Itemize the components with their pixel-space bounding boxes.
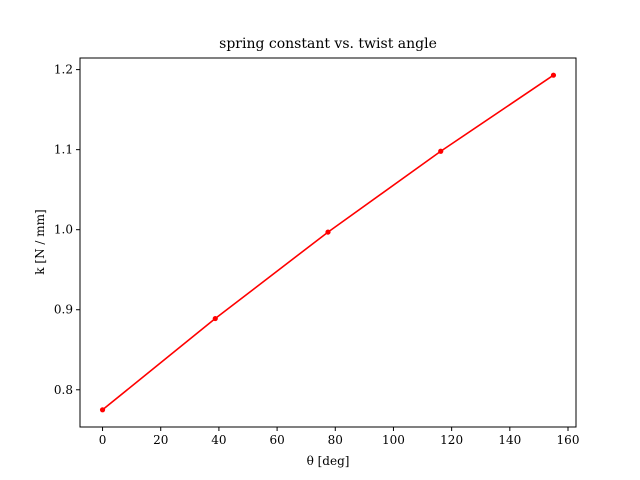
y-tick-label: 1.2 bbox=[54, 63, 73, 77]
y-tick-label: 0.9 bbox=[54, 303, 73, 317]
x-tick-label: 160 bbox=[557, 433, 580, 447]
chart-title: spring constant vs. twist angle bbox=[219, 36, 437, 52]
x-tick-label: 100 bbox=[382, 433, 405, 447]
data-point bbox=[212, 315, 218, 322]
x-tick-label: 120 bbox=[440, 433, 463, 447]
data-point bbox=[99, 407, 106, 413]
data-point bbox=[438, 148, 444, 154]
x-tick-label: 0 bbox=[99, 433, 107, 447]
x-tick-label: 80 bbox=[328, 433, 343, 447]
x-tick-label: 140 bbox=[498, 433, 521, 447]
y-axis: 0.8 0.9 1.0 1.1 1.2 bbox=[54, 63, 80, 397]
x-axis-title: θ [deg] bbox=[307, 454, 350, 468]
y-tick-label: 0.8 bbox=[54, 383, 73, 397]
plot-frame bbox=[79, 57, 577, 428]
data-point bbox=[550, 72, 557, 78]
x-tick-label: 40 bbox=[211, 433, 226, 447]
x-axis: 0 20 40 60 80 100 120 140 160 bbox=[99, 427, 580, 447]
y-axis-title: k [N / mm] bbox=[33, 209, 47, 274]
plot-area bbox=[99, 72, 557, 413]
series-line bbox=[102, 74, 554, 411]
x-tick-label: 60 bbox=[269, 433, 284, 447]
y-tick-label: 1.1 bbox=[54, 143, 73, 157]
y-tick-label: 1.0 bbox=[54, 223, 73, 237]
x-tick-label: 20 bbox=[153, 433, 168, 447]
data-point bbox=[325, 229, 331, 235]
